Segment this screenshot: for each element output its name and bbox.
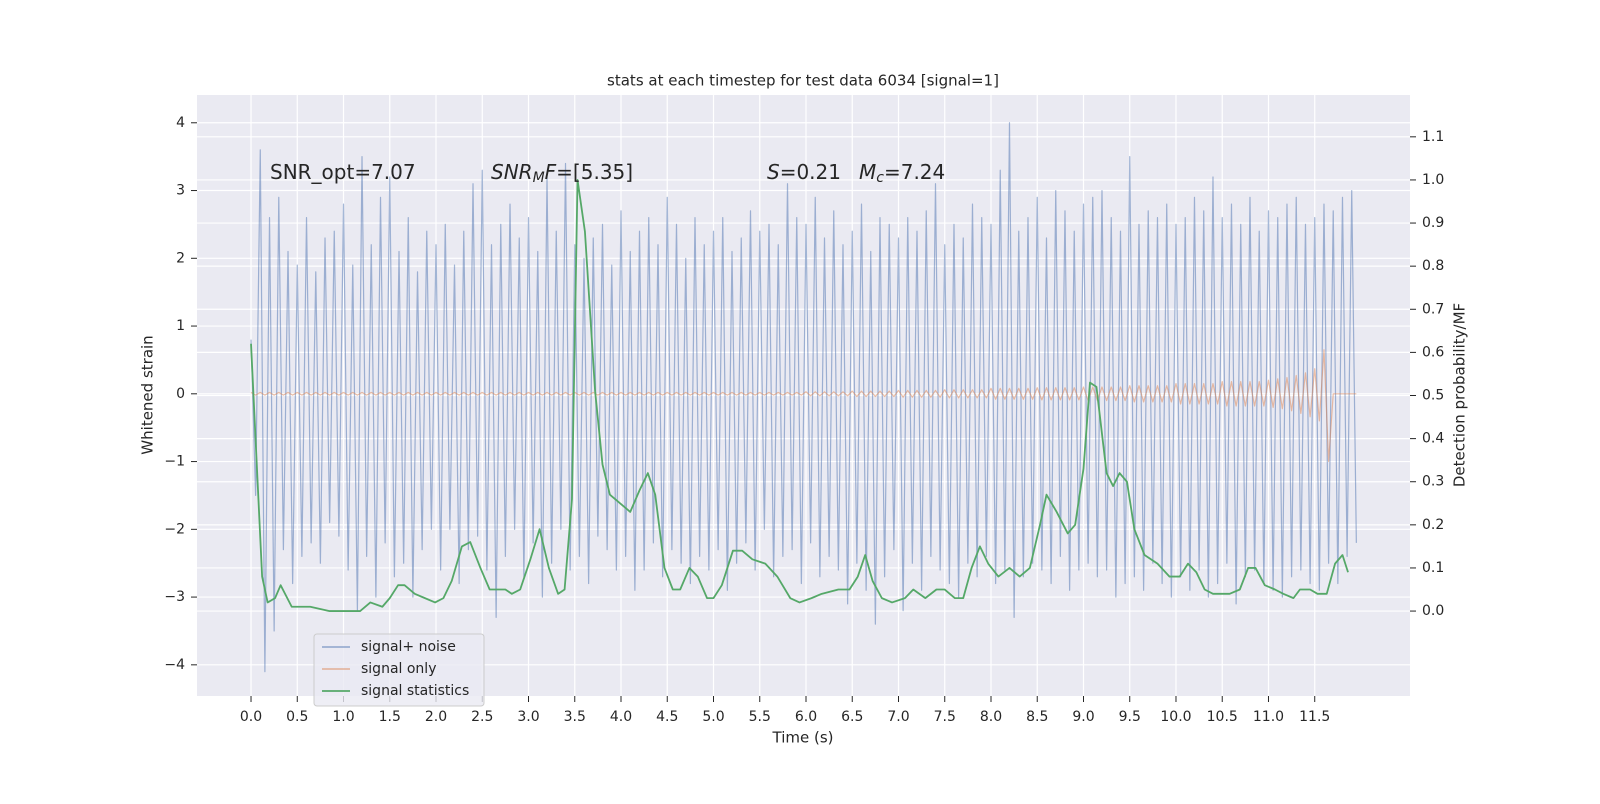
annotation-part: F	[545, 160, 557, 184]
x-tick-label: 10.5	[1207, 709, 1238, 725]
annotation-part: S	[767, 160, 780, 184]
y2-tick-label: 0.3	[1422, 474, 1444, 490]
x-tick-label: 6.0	[795, 709, 817, 725]
y2-tick-label: 0.4	[1422, 431, 1444, 447]
annotation: SNRMF=[5.35]	[491, 160, 633, 187]
legend-box	[313, 633, 485, 707]
x-tick-label: 3.5	[564, 709, 586, 725]
annotation-part: =[5.35]	[556, 160, 633, 184]
y-tick-label: 4	[176, 115, 185, 131]
chart-title: stats at each timestep for test data 603…	[607, 72, 999, 90]
x-tick-label: 2.5	[471, 709, 493, 725]
x-tick-label: 10.0	[1160, 709, 1191, 725]
y-axis-label: Whitened strain	[139, 335, 157, 454]
x-tick-label: 5.0	[702, 709, 724, 725]
grid	[191, 95, 1416, 702]
y-tick-label: −1	[164, 454, 185, 470]
x-tick-label: 4.5	[656, 709, 678, 725]
x-tick-label: 9.0	[1072, 709, 1094, 725]
y2-tick-label: 1.1	[1422, 129, 1444, 145]
y2-tick-label: 0.1	[1422, 560, 1444, 576]
x-axis-label: Time (s)	[772, 729, 834, 747]
y2-tick-label: 0.9	[1422, 215, 1444, 231]
y-tick-label: 2	[176, 250, 185, 266]
marks	[250, 122, 1357, 673]
annotation-part: SNR	[491, 160, 533, 184]
legend-label: signal+ noise	[361, 639, 456, 655]
x-tick-label: 4.0	[610, 709, 632, 725]
line-series	[250, 349, 1357, 463]
x-tick-label: 8.0	[980, 709, 1002, 725]
annotation-part: c	[876, 170, 884, 186]
x-tick-label: 9.5	[1119, 709, 1141, 725]
x-tick-label: 6.5	[841, 709, 863, 725]
annotation-part: =7.24	[884, 160, 945, 184]
x-tick-label: 0.5	[286, 709, 308, 725]
y2-axis-label: Detection probability/MF	[1451, 303, 1469, 487]
x-tick-label: 7.0	[887, 709, 909, 725]
line-series	[250, 122, 1357, 673]
annotation-part: M	[859, 160, 876, 184]
legend: signal+ noise signal only signal statistic…	[313, 633, 485, 707]
annotation: Mc=7.24	[859, 160, 945, 187]
x-tick-label: 3.0	[517, 709, 539, 725]
x-tick-label: 11.0	[1253, 709, 1284, 725]
y2-tick-label: 0.6	[1422, 344, 1444, 360]
x-tick-label: 0.0	[240, 709, 262, 725]
legend-label: signal only	[361, 661, 436, 677]
x-tick-label: 2.0	[425, 709, 447, 725]
y2-tick-label: 1.0	[1422, 172, 1444, 188]
legend-label: signal statistics	[361, 683, 469, 699]
y-tick-label: 3	[176, 183, 185, 199]
y2-tick-label: 0.0	[1422, 603, 1444, 619]
labels: 0.0 0.5 1.0 1.5 2.0 2.5 3.0 3.5 4.0 4.5 5.0 5.5 6.0 6…	[164, 115, 1444, 725]
annotation: S=0.21	[767, 160, 841, 184]
y2-tick-label: 0.5	[1422, 388, 1444, 404]
x-tick-label: 7.5	[934, 709, 956, 725]
line-series	[250, 179, 1349, 612]
annotation-part: SNR_opt=7.07	[270, 160, 416, 184]
y-tick-label: 0	[176, 386, 185, 402]
x-tick-label: 11.5	[1299, 709, 1330, 725]
x-tick-label: 5.5	[749, 709, 771, 725]
y-tick-label: −4	[164, 657, 185, 673]
x-tick-label: 8.5	[1026, 709, 1048, 725]
y-tick-label: −2	[164, 521, 185, 537]
y-tick-label: 1	[176, 318, 185, 334]
y2-tick-label: 0.2	[1422, 517, 1444, 533]
y-tick-label: −3	[164, 589, 185, 605]
y2-tick-label: 0.7	[1422, 301, 1444, 317]
y2-tick-label: 0.8	[1422, 258, 1444, 274]
annotation-part: M	[533, 170, 545, 186]
annotation: SNR_opt=7.07	[270, 160, 416, 184]
x-tick-label: 1.5	[379, 709, 401, 725]
annotation-part: =0.21	[780, 160, 841, 184]
x-tick-label: 1.0	[332, 709, 354, 725]
